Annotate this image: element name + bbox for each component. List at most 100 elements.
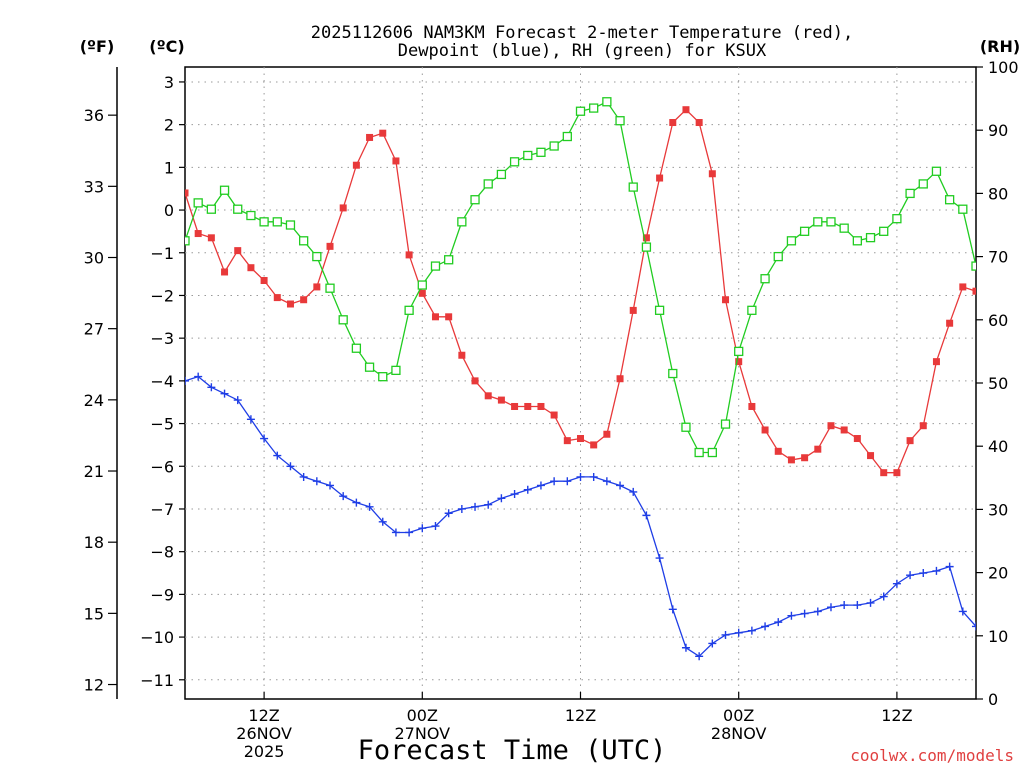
temperature-marker bbox=[313, 283, 321, 291]
temperature-marker bbox=[853, 435, 861, 443]
temperature-marker bbox=[577, 435, 584, 443]
rh-marker bbox=[272, 217, 282, 227]
temperature-marker bbox=[761, 426, 769, 434]
dewpoint-marker bbox=[892, 579, 901, 588]
dewpoint-marker bbox=[299, 472, 308, 481]
rh-marker bbox=[364, 362, 375, 372]
temperature-marker bbox=[300, 296, 308, 304]
rh-marker bbox=[523, 150, 533, 161]
temperature-marker bbox=[932, 358, 940, 366]
fahrenheit-tick-label: 30 bbox=[84, 249, 104, 268]
rh-marker bbox=[615, 116, 625, 126]
temperature-marker bbox=[260, 277, 268, 285]
celsius-tick-label: −5 bbox=[150, 415, 174, 434]
temperature-marker bbox=[511, 402, 519, 410]
dewpoint-marker bbox=[972, 622, 976, 631]
temperature-marker bbox=[352, 161, 360, 169]
rh-marker bbox=[918, 179, 928, 189]
rh-marker bbox=[417, 280, 427, 290]
dewpoint-marker bbox=[761, 622, 770, 631]
rh-tick-label: 70 bbox=[988, 248, 1008, 267]
rh-marker bbox=[747, 305, 757, 315]
rh-marker bbox=[707, 447, 717, 458]
rh-marker bbox=[760, 274, 770, 284]
dewpoint-marker bbox=[286, 462, 295, 471]
dewpoint-marker bbox=[787, 611, 796, 620]
fahrenheit-tick-label: 36 bbox=[84, 106, 104, 125]
temperature-marker bbox=[185, 189, 189, 197]
time-tick-label: 27NOV bbox=[395, 724, 451, 743]
dewpoint-marker bbox=[747, 626, 756, 635]
rh-marker bbox=[641, 242, 652, 252]
dewpoint-marker bbox=[444, 509, 453, 518]
celsius-tick-label: 2 bbox=[164, 116, 174, 135]
celsius-tick-label: −3 bbox=[150, 329, 174, 348]
temperature-marker bbox=[919, 422, 927, 430]
dewpoint-marker bbox=[668, 605, 677, 614]
rh-tick-label: 80 bbox=[988, 184, 1008, 203]
temperature-marker bbox=[616, 375, 624, 383]
rh-tick-label: 60 bbox=[988, 311, 1008, 330]
temperature-marker bbox=[708, 170, 716, 178]
dewpoint-marker bbox=[734, 628, 743, 637]
temperature-marker bbox=[339, 204, 347, 212]
rh-marker bbox=[575, 106, 586, 116]
series-dewpoint bbox=[185, 372, 976, 661]
temperature-marker bbox=[405, 251, 413, 259]
fahrenheit-tick-label: 24 bbox=[84, 391, 104, 410]
rh-marker bbox=[219, 185, 230, 195]
fahrenheit-tick-label: 18 bbox=[84, 533, 104, 552]
dewpoint-marker bbox=[550, 477, 559, 486]
dewpoint-marker bbox=[945, 562, 954, 571]
temperature-marker bbox=[207, 234, 215, 242]
temperature-marker bbox=[906, 437, 914, 445]
dewpoint-marker bbox=[695, 652, 704, 661]
temperature-marker bbox=[550, 411, 558, 419]
temperature-marker bbox=[221, 268, 229, 276]
dewpoint-marker bbox=[339, 492, 348, 501]
dewpoint-marker bbox=[721, 630, 730, 639]
celsius-tick-label: −8 bbox=[150, 543, 174, 562]
rh-marker bbox=[325, 283, 335, 293]
temperature-marker bbox=[814, 445, 822, 453]
rh-marker bbox=[944, 195, 955, 205]
temperature-marker bbox=[642, 234, 650, 242]
rh-marker bbox=[483, 179, 493, 189]
celsius-tick-label: −4 bbox=[150, 372, 174, 391]
dewpoint-marker bbox=[273, 451, 282, 460]
temperature-marker bbox=[418, 289, 426, 297]
rh-marker bbox=[444, 255, 454, 265]
dewpoint-marker bbox=[431, 522, 440, 531]
dewpoint-marker bbox=[471, 502, 480, 511]
rh-marker bbox=[562, 131, 572, 142]
gridlines bbox=[185, 67, 976, 699]
rh-marker bbox=[734, 346, 744, 357]
time-tick-label: 12Z bbox=[248, 706, 279, 725]
fahrenheit-tick-label: 27 bbox=[84, 320, 104, 339]
rh-tick-label: 20 bbox=[988, 564, 1008, 583]
dewpoint-marker bbox=[510, 490, 519, 499]
celsius-tick-label: −1 bbox=[150, 244, 174, 263]
temperature-marker bbox=[840, 426, 848, 434]
dewpoint-marker bbox=[207, 383, 216, 392]
rh-marker bbox=[694, 447, 704, 458]
dewpoint-marker bbox=[879, 592, 888, 601]
rh-tick-label: 30 bbox=[988, 500, 1008, 519]
rh-marker bbox=[971, 261, 976, 271]
rh-marker bbox=[298, 236, 309, 246]
x-axis-title: Forecast Time (UTC) bbox=[358, 735, 667, 766]
rh-tick-label: 90 bbox=[988, 121, 1008, 140]
rh-unit-label: (RH) bbox=[980, 37, 1020, 56]
celsius-tick-label: −10 bbox=[140, 628, 174, 647]
rh-marker bbox=[233, 204, 243, 214]
rh-tick-label: 10 bbox=[988, 627, 1008, 646]
rh-marker bbox=[628, 182, 638, 192]
rh-marker bbox=[998, 341, 1006, 349]
celsius-unit-label: (ºC) bbox=[149, 37, 184, 56]
rh-marker bbox=[826, 217, 836, 227]
dewpoint-marker bbox=[958, 607, 967, 616]
series-rh bbox=[185, 97, 1006, 458]
series-layer bbox=[185, 97, 1006, 661]
rh-tick-label: 50 bbox=[988, 374, 1008, 393]
